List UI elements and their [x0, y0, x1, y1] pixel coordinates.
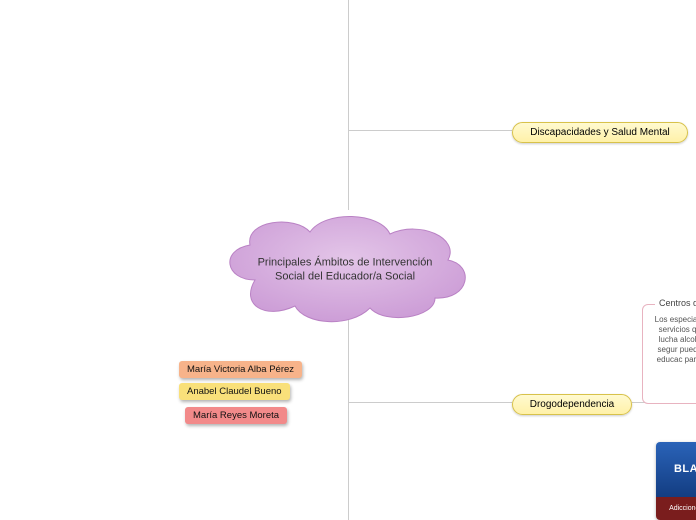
- branch-drugs-label: Drogodependencia: [530, 399, 615, 410]
- connector-bottom: [348, 402, 512, 403]
- author-1: María Victoria Alba Pérez: [179, 361, 302, 378]
- center-title: Principales Ámbitos de Intervención Soci…: [245, 256, 445, 285]
- branch-disabilities-label: Discapacidades y Salud Mental: [530, 127, 670, 138]
- connector-top: [348, 130, 512, 131]
- image-card-bottom: Adicciones: [656, 497, 696, 520]
- centros-panel-title: Centros d: [655, 298, 696, 308]
- author-2-label: Anabel Claudel Bueno: [187, 386, 282, 397]
- branch-disabilities[interactable]: Discapacidades y Salud Mental: [512, 122, 688, 143]
- image-card-title: BLA: [674, 463, 696, 475]
- author-3: María Reyes Moreta: [185, 407, 287, 424]
- author-1-label: María Victoria Alba Pérez: [187, 364, 294, 375]
- image-card-top: BLA: [656, 442, 696, 497]
- trunk-line-bottom: [348, 320, 349, 520]
- trunk-line-top: [348, 0, 349, 210]
- image-card: BLA Adicciones: [656, 442, 696, 520]
- centros-panel: Centros d Los especializa servicios que …: [642, 304, 696, 404]
- author-2: Anabel Claudel Bueno: [179, 383, 290, 400]
- centros-panel-body: Los especializa servicios que lucha alco…: [643, 305, 696, 373]
- center-cloud: Principales Ámbitos de Intervención Soci…: [210, 210, 480, 330]
- image-card-caption: Adicciones: [669, 505, 696, 512]
- author-3-label: María Reyes Moreta: [193, 410, 279, 421]
- branch-drugs[interactable]: Drogodependencia: [512, 394, 632, 415]
